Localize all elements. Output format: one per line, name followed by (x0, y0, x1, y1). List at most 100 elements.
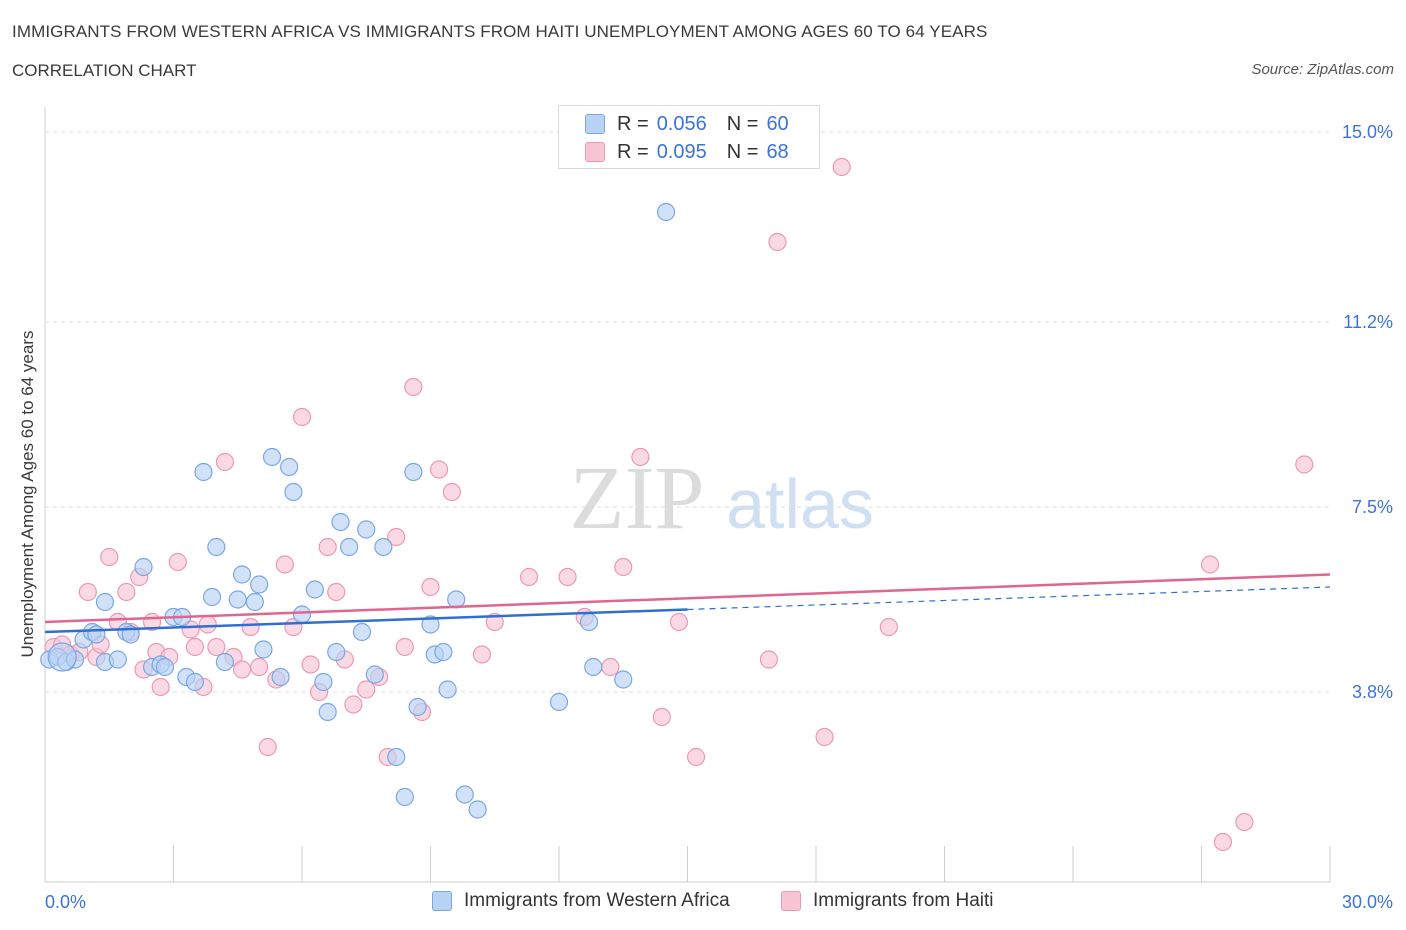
r-value: 0.095 (656, 140, 707, 163)
n-label: N = (726, 140, 759, 163)
western-africa-point (245, 592, 264, 612)
y-tick-label: 11.2% (1343, 312, 1393, 332)
western-africa-point (455, 785, 474, 804)
western-africa-point (95, 592, 115, 612)
western-africa-point (579, 612, 599, 632)
haiti-point (1213, 832, 1233, 852)
western-africa-point (262, 447, 282, 467)
haiti-point (759, 650, 778, 669)
western-africa-point (357, 520, 376, 539)
western-africa-point (408, 697, 427, 717)
n-label: N = (726, 112, 759, 135)
watermark-zip: ZIP (570, 449, 705, 548)
western-africa-point (305, 580, 324, 599)
haiti-point (669, 612, 689, 632)
western-africa-point (434, 642, 453, 662)
legend-row-haiti: R = 0.095 N = 68 (585, 140, 789, 164)
haiti-point (815, 727, 834, 747)
haiti-point (215, 452, 234, 472)
haiti-point (327, 582, 346, 602)
western-africa-point (194, 462, 213, 482)
tick-labels: 3.8% 7.5% 11.2% 15.0% 0.0% 30.0% (45, 122, 1393, 912)
haiti-point (168, 552, 187, 572)
western-africa-point (421, 615, 440, 634)
r-value: 0.056 (656, 112, 707, 135)
haiti-point (395, 637, 414, 657)
haiti-point (357, 680, 376, 699)
r-label: R = (617, 112, 649, 135)
r-label: R = (617, 140, 649, 163)
legend-label: Immigrants from Western Africa (464, 890, 730, 911)
western-africa-point (280, 457, 299, 477)
haiti-point (232, 660, 252, 679)
trendlines (44, 573, 1331, 634)
haiti-point (344, 695, 363, 714)
western-africa-point (340, 537, 359, 557)
western-africa-point (614, 670, 633, 689)
chart-title: IMMIGRANTS FROM WESTERN AFRICA VS IMMIGR… (12, 22, 988, 41)
western-africa-point (155, 657, 175, 677)
haiti-point (631, 447, 650, 467)
western-africa-point (352, 622, 372, 642)
x-tick-label: 0.0% (45, 892, 86, 912)
haiti-point (292, 407, 312, 427)
haiti-point (832, 157, 851, 177)
western-africa-trendline (44, 608, 688, 634)
haiti-point (151, 677, 170, 697)
haiti-point (181, 620, 200, 639)
correlation-legend: R = 0.056 N = 60 R = 0.095 N = 68 (558, 105, 820, 169)
legend-label: Immigrants from Haiti (813, 890, 994, 911)
western-africa-point (271, 667, 290, 687)
blue-swatch (585, 114, 605, 134)
western-africa-trendline-extension (687, 586, 1331, 611)
haiti-point (185, 637, 205, 657)
haiti-point (250, 657, 269, 677)
haiti-point (519, 567, 539, 587)
haiti-point (1295, 455, 1314, 474)
western-africa-point (404, 462, 423, 482)
watermark-atlas: atlas (726, 465, 874, 543)
n-value: 68 (766, 140, 789, 163)
western-africa-point (468, 800, 487, 819)
western-africa-point (327, 642, 346, 662)
haiti-point (768, 232, 787, 252)
western-africa-point (292, 605, 312, 624)
western-africa-point (207, 537, 226, 557)
western-africa-point (549, 692, 569, 712)
y-tick-label: 3.8% (1352, 682, 1393, 702)
legend-item-western-africa: Immigrants from Western Africa (432, 888, 730, 914)
haiti-trendline (44, 573, 1331, 624)
western-africa-point (284, 482, 303, 502)
western-africa-point (87, 625, 106, 644)
pink-swatch (781, 891, 801, 911)
legend-item-haiti: Immigrants from Haiti (781, 888, 994, 914)
source-note: Source: ZipAtlas.com (1251, 61, 1394, 78)
haiti-point (198, 615, 217, 634)
haiti-point (614, 557, 633, 577)
haiti-point (78, 582, 97, 602)
haiti-point (442, 482, 462, 502)
haiti-point (421, 577, 440, 597)
western-africa-point (395, 787, 414, 807)
western-africa-point (438, 680, 457, 699)
western-africa-point (314, 672, 333, 692)
western-africa-point (254, 640, 273, 659)
haiti-point (301, 655, 320, 674)
n-value: 60 (766, 112, 789, 135)
y-tick-label: 7.5% (1352, 497, 1393, 517)
western-africa-point (656, 202, 676, 222)
x-tick-label: 30.0% (1342, 892, 1393, 912)
y-tick-label: 15.0% (1342, 122, 1393, 142)
western-africa-point (47, 642, 77, 672)
western-africa-point (365, 665, 384, 684)
haiti-point (117, 582, 136, 602)
western-africa-point (250, 575, 269, 594)
western-africa-point (215, 652, 234, 672)
haiti-point (472, 645, 491, 664)
haiti-point (241, 617, 260, 637)
western-africa-point (108, 650, 127, 669)
haiti-point (652, 707, 671, 727)
haiti-point (1200, 555, 1220, 574)
haiti-point (318, 537, 337, 557)
western-africa-point (387, 747, 406, 767)
